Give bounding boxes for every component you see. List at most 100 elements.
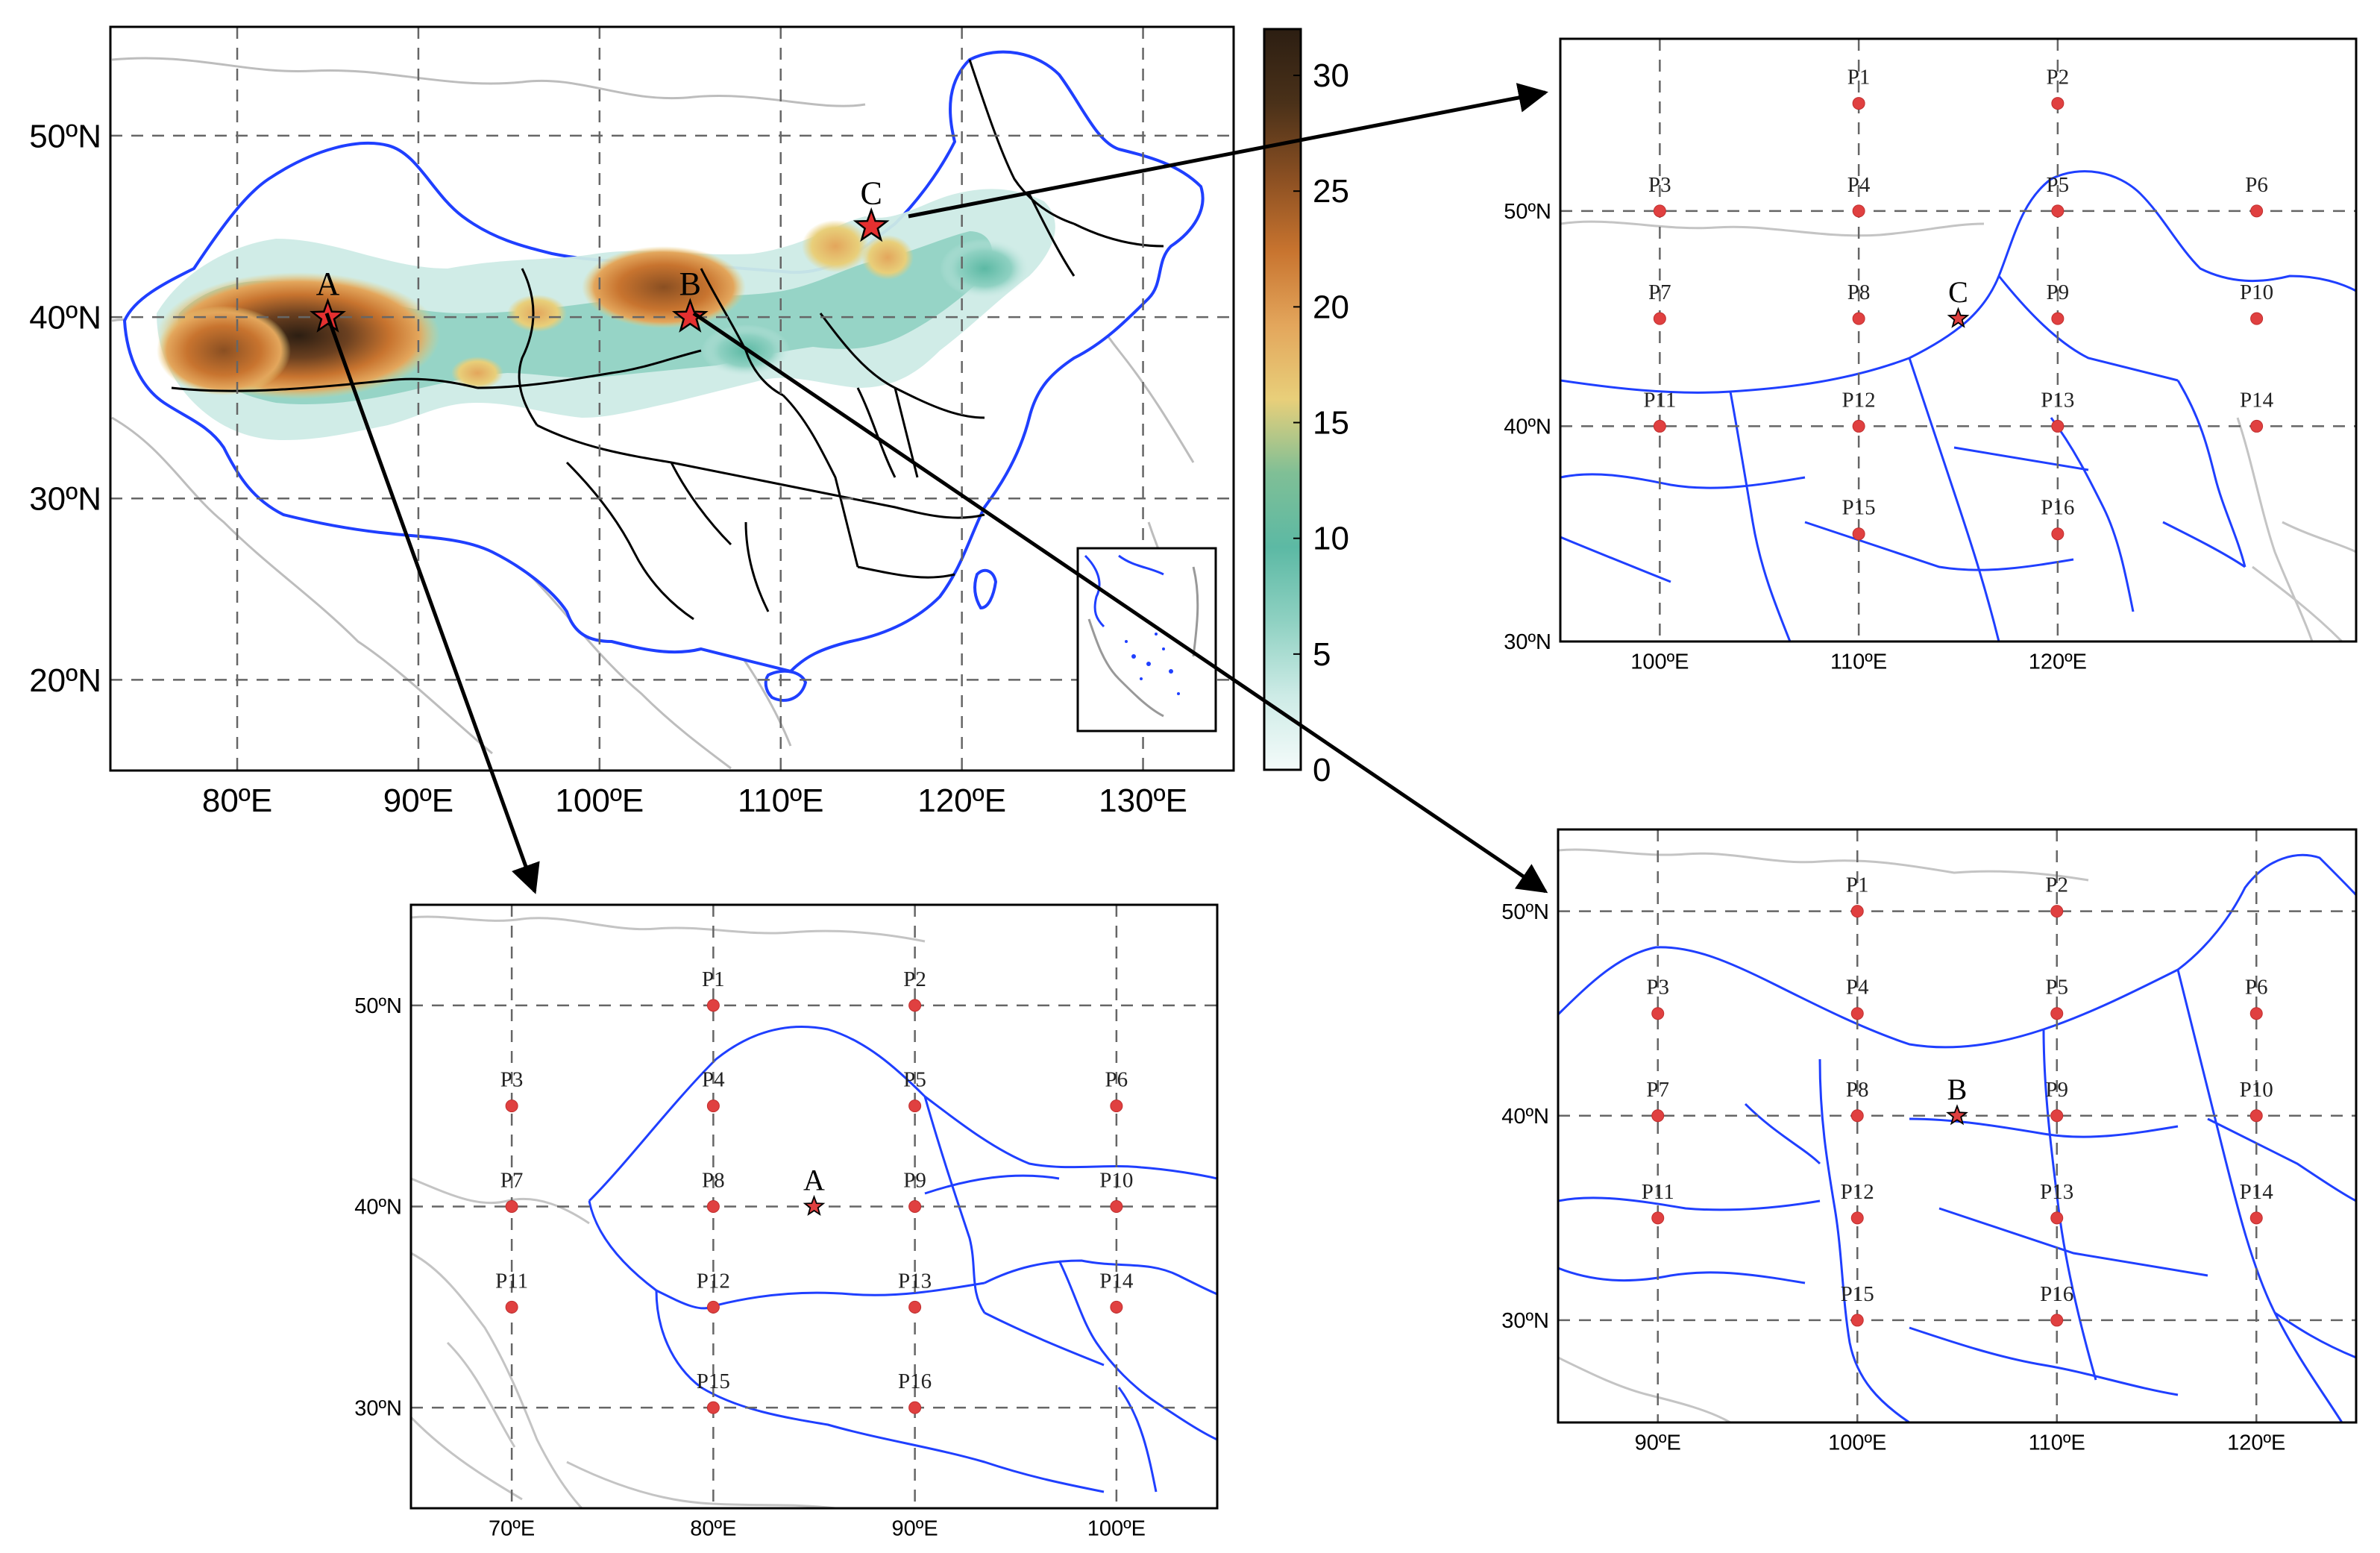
grid-point-marker xyxy=(1852,419,1865,433)
lat-tick-label: 40ºN xyxy=(1504,415,1551,439)
grid-point-label: P8 xyxy=(1847,280,1871,304)
south-china-sea-inset xyxy=(1076,547,1217,732)
grid-point-label: P3 xyxy=(1646,976,1669,1000)
colorbar-tick-label: 30 xyxy=(1313,57,1349,94)
grid-point-marker xyxy=(2051,527,2065,541)
grid-point-marker xyxy=(2051,419,2065,433)
lon-tick-label: 110ºE xyxy=(2029,1431,2085,1455)
grid-point-marker xyxy=(2050,1109,2064,1123)
grid-point-marker xyxy=(2249,1007,2263,1020)
inset-a-gray-boundaries xyxy=(411,915,926,1508)
inset-b-blue-boundaries xyxy=(1558,853,2356,1422)
lat-tick-label: 20ºN xyxy=(29,662,101,699)
grid-point-marker xyxy=(1850,1211,1864,1225)
main-map-panel: 50ºN 40ºN 30ºN 20ºN 80ºE 90ºE 100ºE 110ºE 120ºE… xyxy=(29,25,1235,819)
lon-tick-label: 130ºE xyxy=(1099,782,1187,819)
site-star-marker xyxy=(853,207,890,242)
site-label: A xyxy=(316,266,340,302)
grid-point-marker xyxy=(1653,419,1666,433)
grid-point-marker xyxy=(1651,1211,1665,1225)
grid-point-label: P2 xyxy=(2047,66,2070,90)
grid-point-label: P5 xyxy=(2045,976,2068,1000)
hainan-island xyxy=(764,669,808,702)
grid-point-label: P14 xyxy=(2240,1180,2274,1204)
colorbar-tick-label: 0 xyxy=(1313,752,1331,788)
lat-tick-label: 40ºN xyxy=(1501,1105,1549,1129)
site-star-marker xyxy=(671,298,709,333)
grid-point-marker xyxy=(706,999,720,1012)
site-star-marker xyxy=(803,1194,826,1217)
grid-point-marker xyxy=(1852,527,1865,541)
grid-point-label: P1 xyxy=(1847,66,1871,90)
grid-point-marker xyxy=(1110,1200,1123,1213)
grid-point-marker xyxy=(908,999,922,1012)
grid-point-marker xyxy=(2050,1007,2064,1020)
inset-b-lat-labels: 50ºN 40ºN 30ºN xyxy=(1501,900,1549,1333)
grid-point-label: P2 xyxy=(903,967,926,991)
grid-point-label: P13 xyxy=(898,1269,932,1293)
lon-tick-label: 100ºE xyxy=(1630,650,1689,674)
grid-point-label: P16 xyxy=(2040,1282,2073,1306)
grid-point-marker xyxy=(1850,1007,1864,1020)
inset-a-points: P1 P2 P3 P4 P5 P6 P7 P8 P9 P10 P11 P12 P13 P14 P15 P16 A xyxy=(495,967,1134,1414)
inset-a-lon-labels: 70ºE 80ºE 90ºE 100ºE xyxy=(489,1516,1146,1540)
grid-point-label: P3 xyxy=(1648,173,1671,197)
grid-point-label: P9 xyxy=(2047,280,2070,304)
grid-point-label: P15 xyxy=(1841,1282,1874,1306)
grid-point-marker xyxy=(2050,1211,2064,1225)
grid-point-label: P11 xyxy=(495,1269,528,1293)
lat-tick-label: 30ºN xyxy=(29,481,101,518)
colorbar-ramp xyxy=(1263,28,1302,771)
lat-tick-label: 30ºN xyxy=(354,1396,402,1420)
grid-point-label: P4 xyxy=(1847,173,1871,197)
grid-point-marker xyxy=(706,1099,720,1113)
grid-point-marker xyxy=(2250,419,2264,433)
grid-point-label: P5 xyxy=(903,1068,926,1092)
grid-point-marker xyxy=(706,1200,720,1213)
grid-point-label: P3 xyxy=(500,1068,524,1092)
grid-point-marker xyxy=(2250,204,2264,218)
grid-point-marker xyxy=(1653,204,1666,218)
site-label: B xyxy=(679,266,701,302)
lat-tick-label: 40ºN xyxy=(354,1196,402,1220)
grid-point-marker xyxy=(1850,1314,1864,1327)
arrow-to-inset-a xyxy=(324,313,540,894)
site-label: A xyxy=(803,1164,825,1197)
inset-a-lat-labels: 50ºN 40ºN 30ºN xyxy=(354,994,402,1420)
main-map-frame xyxy=(109,25,1235,772)
lon-tick-label: 100ºE xyxy=(555,782,644,819)
lon-tick-label: 110ºE xyxy=(738,782,824,819)
grid-point-marker xyxy=(1110,1300,1123,1314)
grid-point-label: P8 xyxy=(1846,1078,1869,1102)
grid-point-label: P7 xyxy=(1646,1078,1669,1102)
site-star-marker xyxy=(1946,1104,1968,1126)
grid-point-marker xyxy=(706,1401,720,1414)
inset-a-frame xyxy=(409,903,1219,1510)
grid-point-marker xyxy=(1852,204,1865,218)
grid-point-label: P6 xyxy=(2245,173,2268,197)
grid-point-marker xyxy=(1852,97,1865,110)
inset-c-grid xyxy=(1560,39,2356,641)
grid-point-label: P15 xyxy=(697,1370,730,1393)
grid-point-label: P10 xyxy=(2240,1078,2273,1102)
grid-point-marker xyxy=(2051,97,2065,110)
lon-tick-label: 120ºE xyxy=(2029,650,2087,674)
site-star-marker xyxy=(1947,307,1970,328)
taiwan-island xyxy=(973,568,998,610)
concentration-field xyxy=(157,189,1055,440)
grid-point-label: P4 xyxy=(1846,976,1869,1000)
site-label: C xyxy=(1948,275,1968,309)
grid-point-label: P7 xyxy=(1648,280,1671,304)
grid-point-marker xyxy=(2050,905,2064,918)
grid-point-label: P12 xyxy=(1841,1180,1874,1204)
grid-point-marker xyxy=(908,1099,922,1113)
grid-point-marker xyxy=(1653,312,1666,325)
colorbar-tick-label: 15 xyxy=(1313,405,1349,442)
grid-point-marker xyxy=(1852,312,1865,325)
grid-point-label: P15 xyxy=(1842,496,1876,520)
grid-point-label: P1 xyxy=(1846,873,1869,897)
site-label: B xyxy=(1947,1073,1968,1106)
